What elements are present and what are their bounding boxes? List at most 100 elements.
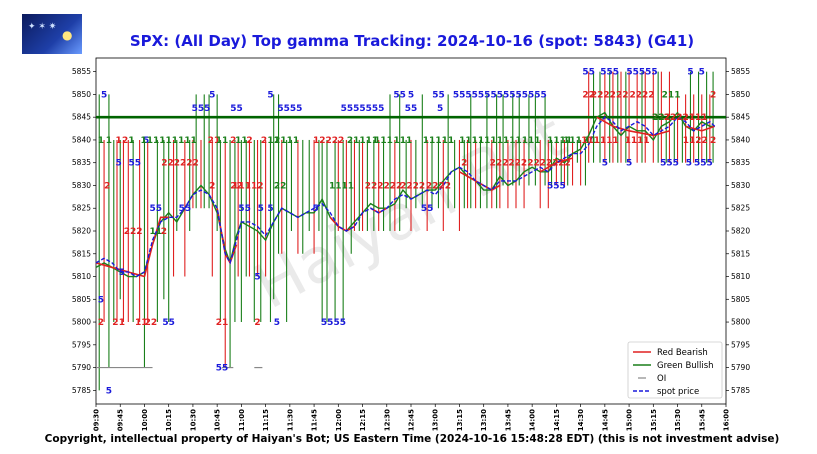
gamma-label: 221 bbox=[652, 113, 671, 123]
x-tick-label: 11:00 bbox=[238, 409, 246, 431]
red-bearish-segment bbox=[685, 125, 715, 132]
gamma-label: 5 bbox=[699, 68, 705, 78]
y-tick-label-right: 5825 bbox=[731, 204, 750, 213]
y-tick-label-left: 5835 bbox=[72, 158, 91, 167]
gamma-label: 2 bbox=[112, 318, 118, 328]
gamma-label: 555 bbox=[192, 104, 211, 114]
x-tick-label: 15:00 bbox=[626, 409, 634, 431]
gamma-label: 21 bbox=[208, 136, 221, 146]
y-tick-label-left: 5805 bbox=[72, 295, 91, 304]
gamma-label: 1 bbox=[115, 136, 121, 146]
gamma-label: 5 bbox=[143, 136, 149, 146]
y-tick-label-right: 5810 bbox=[731, 272, 750, 281]
gamma-label: 2 bbox=[254, 318, 260, 328]
gamma-label: 1111111111111 bbox=[459, 136, 540, 146]
gamma-label: 21 bbox=[216, 318, 229, 328]
gamma-label: 11 bbox=[584, 136, 597, 146]
gamma-label: 1122 bbox=[683, 136, 708, 146]
y-tick-label-right: 5820 bbox=[731, 227, 750, 236]
gamma-label: 5 bbox=[106, 386, 112, 396]
gamma-label: 2 bbox=[261, 136, 267, 146]
x-tick-label: 16:00 bbox=[723, 409, 731, 431]
gamma-label: 5 bbox=[626, 159, 632, 169]
gamma-label: 5 bbox=[254, 273, 260, 283]
gamma-label: 5 bbox=[119, 268, 125, 278]
gamma-label: 5 bbox=[274, 318, 280, 328]
logo: ✦ ✶ ✷ ● bbox=[22, 14, 82, 54]
gamma-label: 222222 bbox=[365, 181, 403, 191]
gamma-label: 2222 bbox=[400, 181, 425, 191]
gamma-label: 55 bbox=[405, 104, 418, 114]
watermark: Haiyan Bot bbox=[243, 99, 578, 323]
gamma-label: 55 bbox=[582, 68, 595, 78]
gamma-label: 111 bbox=[563, 136, 582, 146]
gamma-label: 5 bbox=[437, 104, 443, 114]
gamma-label: 222222 bbox=[161, 159, 199, 169]
x-tick-label: 14:00 bbox=[529, 409, 537, 431]
gamma-label: 2 bbox=[161, 227, 167, 237]
gamma-label: 2 bbox=[230, 136, 236, 146]
x-tick-label: 15:45 bbox=[698, 409, 706, 431]
gamma-label: 5 bbox=[408, 90, 414, 100]
y-tick-label-right: 5800 bbox=[731, 318, 750, 327]
y-tick-label-left: 5840 bbox=[72, 135, 91, 144]
y-tick-label-right: 5830 bbox=[731, 181, 750, 190]
legend-box bbox=[627, 341, 723, 399]
chart-title: SPX: (All Day) Top gamma Tracking: 2024-… bbox=[130, 32, 694, 50]
x-tick-label: 13:45 bbox=[504, 409, 512, 431]
red-bearish-segment bbox=[596, 116, 670, 137]
x-tick-label: 15:30 bbox=[674, 409, 682, 431]
x-tick-label: 09:30 bbox=[93, 409, 101, 431]
gamma-label: 111111 bbox=[581, 136, 619, 146]
gamma-label: 5 bbox=[98, 295, 104, 305]
legend-label: spot price bbox=[657, 387, 699, 397]
y-tick-label-left: 5825 bbox=[72, 204, 91, 213]
gamma-label: 55 bbox=[421, 204, 434, 214]
x-tick-label: 09:45 bbox=[117, 409, 125, 431]
y-tick-label-right: 5845 bbox=[731, 113, 750, 122]
x-tick-label: 12:00 bbox=[335, 409, 343, 431]
gamma-label: 2222 bbox=[629, 90, 654, 100]
x-tick-label: 12:15 bbox=[359, 409, 367, 431]
gamma-label: 1 bbox=[119, 318, 125, 328]
x-tick-label: 13:15 bbox=[456, 409, 464, 431]
y-tick-label-left: 5850 bbox=[72, 90, 91, 99]
x-tick-label: 14:30 bbox=[577, 409, 585, 431]
legend: Red Bearish Green Bullish OI spot price bbox=[627, 341, 723, 399]
gamma-label: 11112 bbox=[232, 181, 263, 191]
gamma-label: 222 bbox=[124, 227, 143, 237]
gamma-label: 22222222222 bbox=[490, 159, 559, 169]
gamma-label: 2 bbox=[710, 90, 716, 100]
x-tick-label: 14:15 bbox=[553, 409, 561, 431]
y-tick-label-right: 5785 bbox=[731, 386, 750, 395]
x-tick-label: 12:45 bbox=[408, 409, 416, 431]
x-tick-label: 13:00 bbox=[432, 409, 440, 431]
gamma-label: 2111 bbox=[274, 136, 299, 146]
gamma-label: 22 bbox=[582, 90, 595, 100]
red-bearish-segment bbox=[95, 262, 145, 278]
gamma-label: 55 bbox=[230, 104, 243, 114]
gamma-label: 5555 bbox=[277, 104, 302, 114]
footer-copyright: Copyright, intellectual property of Haiy… bbox=[45, 433, 780, 445]
gamma-label: 222222 bbox=[591, 90, 629, 100]
y-tick-label-left: 5820 bbox=[72, 227, 91, 236]
gamma-label: 11 bbox=[235, 136, 248, 146]
gamma-label: 55 bbox=[238, 204, 251, 214]
gamma-label: 2 bbox=[122, 136, 128, 146]
gamma-label: 22 bbox=[145, 318, 158, 328]
gamma-label: 555 bbox=[547, 181, 566, 191]
y-tick-label-left: 5785 bbox=[72, 386, 91, 395]
gamma-label: 5 bbox=[101, 90, 107, 100]
spot-price-line bbox=[95, 116, 716, 278]
x-tick-label: 11:30 bbox=[286, 409, 294, 431]
gamma-label: 5 bbox=[686, 159, 692, 169]
gamma-label: 11 bbox=[267, 136, 280, 146]
gamma-label: 5 bbox=[313, 204, 319, 214]
y-tick-label-left: 5855 bbox=[72, 67, 91, 76]
gamma-label: 2 bbox=[209, 181, 215, 191]
legend-label: Green Bullish bbox=[657, 361, 714, 371]
plot-area: 5785 5785 5790 5790 5795 5795 5800 5800 5805 5805… bbox=[72, 57, 750, 431]
gamma-label: 1 bbox=[98, 136, 104, 146]
gamma-label: 22 bbox=[230, 181, 243, 191]
